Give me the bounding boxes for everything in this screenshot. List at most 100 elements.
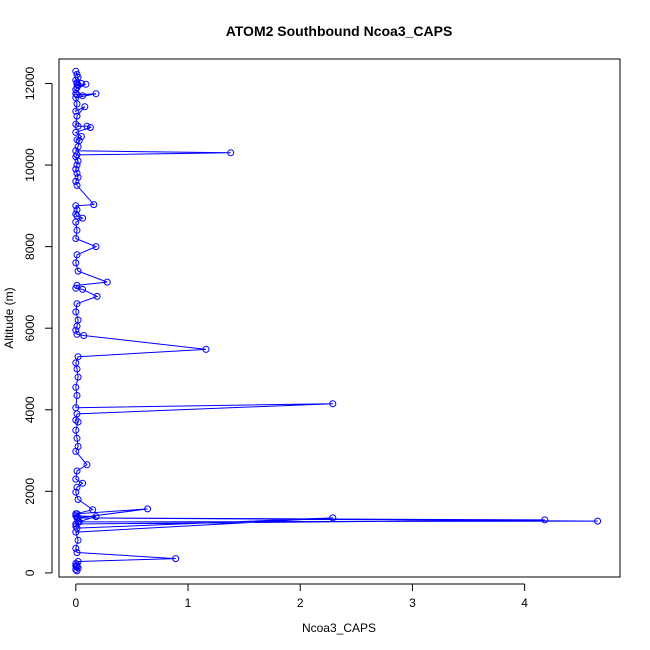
data-point (172, 555, 180, 563)
data-point (72, 520, 80, 528)
y-tick-label: 4000 (23, 396, 37, 423)
data-point (72, 202, 80, 210)
data-point (73, 322, 81, 330)
x-axis: 0 1 2 3 4 (72, 583, 528, 610)
data-point (227, 149, 235, 157)
data-point (79, 285, 87, 293)
data-point (72, 326, 80, 334)
x-tick-label: 1 (185, 596, 192, 610)
data-point (92, 243, 100, 251)
data-point (74, 353, 82, 361)
y-tick-label: 2000 (23, 478, 37, 505)
data-point (92, 90, 100, 98)
data-point (541, 516, 549, 524)
data-point (73, 365, 81, 373)
series-line (74, 71, 598, 572)
x-axis-label: Ncoa3_CAPS (302, 621, 376, 635)
data-point (72, 426, 80, 434)
y-tick-label: 8000 (23, 233, 37, 260)
data-point (72, 90, 80, 98)
x-tick-label: 4 (521, 596, 528, 610)
data-point (72, 218, 80, 226)
data-point (73, 251, 81, 259)
data-point (74, 496, 82, 503)
x-tick-label: 0 (72, 596, 79, 610)
data-point (73, 112, 81, 120)
y-tick-label: 0 (23, 569, 37, 576)
data-point (73, 161, 81, 169)
data-point (72, 488, 80, 496)
data-point (73, 300, 81, 308)
x-tick-label: 3 (409, 596, 416, 610)
data-point (72, 562, 80, 570)
data-point (73, 226, 81, 234)
data-point (73, 434, 81, 442)
data-point (72, 107, 80, 115)
plot-frame (58, 58, 621, 578)
data-point (73, 169, 81, 177)
data-point (72, 544, 80, 552)
data-point (74, 267, 82, 275)
data-point (74, 143, 82, 151)
x-tick-label: 2 (297, 596, 304, 610)
data-point (73, 100, 81, 108)
data-point (72, 512, 80, 520)
data-point (79, 479, 87, 487)
data-point (594, 517, 602, 525)
data-point (103, 278, 111, 286)
data-point (83, 122, 91, 130)
data-point (329, 400, 337, 408)
data-point (72, 383, 80, 391)
data-point (72, 165, 80, 173)
data-point (72, 259, 80, 267)
data-point (77, 133, 85, 140)
data-point (74, 536, 82, 544)
plot-area (72, 67, 602, 575)
data-point (74, 122, 82, 130)
data-point (72, 447, 80, 455)
data-point (73, 524, 81, 532)
data-point (74, 514, 82, 522)
data-point (73, 330, 81, 338)
data-point (73, 80, 81, 88)
data-point (72, 475, 80, 483)
data-point (73, 181, 81, 189)
data-point (86, 124, 94, 131)
y-tick-label: 6000 (23, 315, 37, 342)
y-axis-label: Altitude (m) (2, 287, 16, 348)
data-point (72, 308, 80, 316)
data-point (73, 549, 81, 556)
data-point (72, 528, 80, 536)
data-point (73, 483, 81, 491)
data-point (72, 566, 80, 574)
data-point (82, 80, 90, 88)
data-point (202, 345, 210, 353)
data-point (80, 332, 88, 339)
data-point (72, 67, 80, 75)
y-tick-label: 12000 (23, 66, 37, 100)
chart-title: ATOM2 Southbound Ncoa3_CAPS (226, 23, 453, 39)
data-point (72, 86, 80, 94)
data-point (329, 514, 337, 522)
data-point (90, 201, 98, 209)
y-tick-label: 10000 (23, 148, 37, 182)
data-point (72, 284, 80, 292)
data-point (144, 505, 152, 513)
data-point (72, 128, 80, 136)
data-point (72, 235, 80, 242)
data-point (74, 173, 82, 181)
data-point (74, 157, 82, 165)
data-point (72, 153, 80, 161)
data-point (79, 214, 87, 222)
data-point (92, 513, 100, 521)
data-point (72, 177, 80, 185)
data-point (89, 506, 97, 514)
data-point (93, 292, 101, 300)
data-point (72, 120, 80, 128)
data-point (73, 567, 81, 575)
data-point (83, 461, 91, 469)
y-axis: 0 2000 4000 6000 8000 10000 12000 (23, 66, 53, 576)
data-point (73, 392, 81, 399)
data-point (73, 467, 81, 475)
